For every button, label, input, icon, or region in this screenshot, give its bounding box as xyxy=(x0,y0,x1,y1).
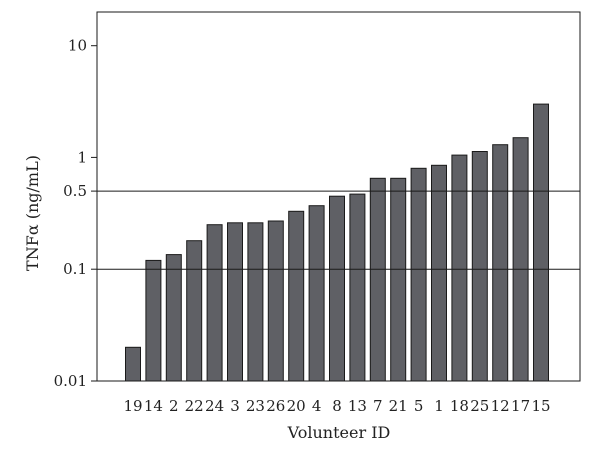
x-tick-label: 15 xyxy=(531,397,550,415)
x-tick-label: 23 xyxy=(246,397,265,415)
y-tick-label: 0.5 xyxy=(63,182,87,200)
bar-volunteer-17 xyxy=(512,137,529,382)
x-tick-label: 26 xyxy=(266,397,285,415)
x-tick-label: 19 xyxy=(123,397,142,415)
bar-volunteer-4 xyxy=(308,205,325,382)
plot-frame xyxy=(96,11,581,382)
bar-volunteer-14 xyxy=(145,259,162,382)
x-tick-label: 17 xyxy=(511,397,530,415)
bar-volunteer-15 xyxy=(533,103,549,382)
bar-volunteer-23 xyxy=(247,222,264,382)
bar-volunteer-19 xyxy=(125,346,141,382)
bar-volunteer-25 xyxy=(471,151,488,382)
x-tick-label: 25 xyxy=(470,397,489,415)
x-tick-label: 1 xyxy=(434,397,444,415)
bar-volunteer-22 xyxy=(186,240,203,382)
x-tick-label: 24 xyxy=(205,397,224,415)
x-tick-label: 5 xyxy=(414,397,424,415)
x-tick-label: 12 xyxy=(491,397,510,415)
bar-volunteer-26 xyxy=(267,220,284,382)
bar-volunteer-18 xyxy=(451,154,468,382)
bar-volunteer-3 xyxy=(227,222,243,382)
x-tick-label: 14 xyxy=(144,397,163,415)
bar-volunteer-8 xyxy=(329,195,345,382)
reference-lines-group xyxy=(97,190,580,270)
x-tick-label: 13 xyxy=(348,397,367,415)
x-tick-label: 21 xyxy=(389,397,408,415)
bar-volunteer-2 xyxy=(165,254,182,382)
x-axis-title: Volunteer ID xyxy=(287,423,391,442)
bar-volunteer-13 xyxy=(349,193,366,382)
y-tick-label: 0.1 xyxy=(63,260,87,278)
y-axis-title: TNFα (ng/mL) xyxy=(23,155,42,271)
y-axis: 0.01 0.1 0.5 1 10 xyxy=(54,37,97,390)
x-tick-label: 7 xyxy=(373,397,383,415)
x-tick-label: 2 xyxy=(169,397,179,415)
x-tick-label: 20 xyxy=(287,397,306,415)
x-axis: 19 14 2 22 24 3 23 26 20 4 8 13 7 21 5 1 18 25 12 17 15 xyxy=(123,397,550,415)
bar-volunteer-1 xyxy=(431,164,447,382)
x-tick-label: 8 xyxy=(332,397,342,415)
bar-volunteer-12 xyxy=(492,144,509,382)
y-tick-label: 10 xyxy=(68,37,87,55)
bar-volunteer-5 xyxy=(410,167,427,382)
bars-group xyxy=(125,103,549,382)
x-tick-label: 3 xyxy=(230,397,240,415)
bar-volunteer-7 xyxy=(369,177,386,382)
bar-volunteer-21 xyxy=(390,177,407,382)
x-tick-label: 18 xyxy=(450,397,469,415)
x-tick-label: 22 xyxy=(185,397,204,415)
bar-volunteer-24 xyxy=(206,224,223,382)
y-tick-label: 1 xyxy=(77,148,87,166)
x-tick-label: 4 xyxy=(312,397,322,415)
bar-volunteer-20 xyxy=(288,210,305,382)
y-tick-label: 0.01 xyxy=(54,372,87,390)
